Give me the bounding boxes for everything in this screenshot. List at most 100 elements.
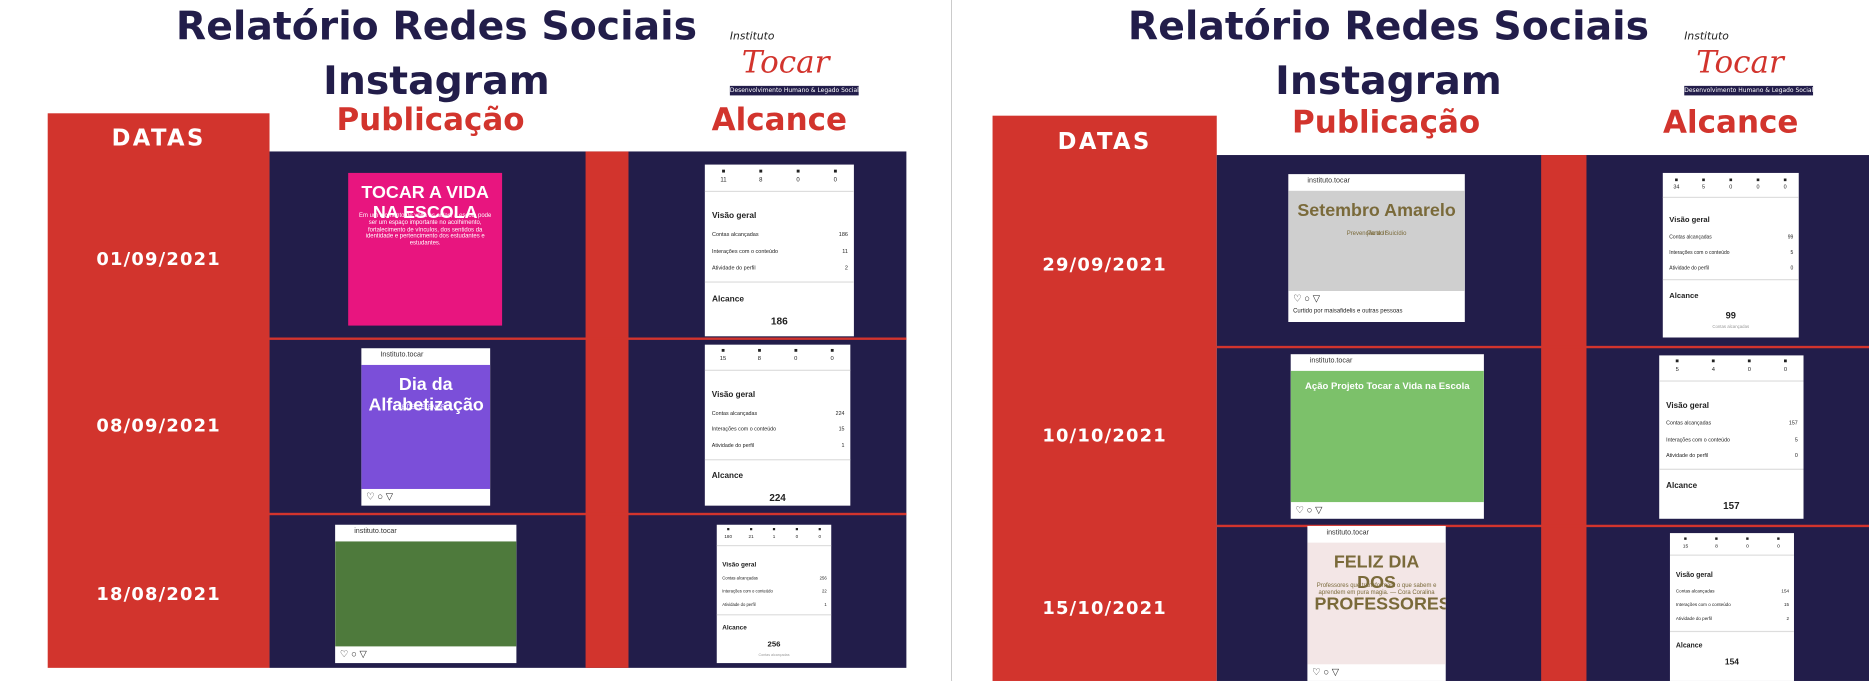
insight-stat: 15 bbox=[719, 356, 727, 363]
metric-label: Contas alcançadas bbox=[1675, 588, 1715, 594]
metric-label: Atividade do perfil bbox=[1669, 264, 1710, 271]
metric-value: 2 bbox=[844, 264, 848, 271]
card-divider bbox=[1659, 380, 1804, 382]
insight-icon: ■ bbox=[1683, 536, 1687, 543]
insight-stat: 8 bbox=[1715, 543, 1718, 549]
post-account: instituto.tocar bbox=[1307, 177, 1350, 185]
insight-stat: 0 bbox=[830, 356, 834, 363]
insight-icon: ■ bbox=[1783, 176, 1787, 183]
post-picture: Ação Projeto Tocar a Vida na Escola bbox=[1290, 370, 1484, 503]
metric-label: Interações com o conteúdo bbox=[1669, 249, 1730, 256]
row-separator bbox=[1216, 524, 1869, 528]
insight-icon: ■ bbox=[795, 527, 799, 533]
card-divider bbox=[1662, 196, 1799, 199]
metric-value: 99 bbox=[1787, 233, 1794, 240]
date: 01/09/2021 bbox=[96, 248, 221, 270]
insight-icon: ■ bbox=[726, 527, 730, 533]
report-title: Relatório Redes Sociais bbox=[175, 2, 698, 49]
row-separator bbox=[269, 337, 907, 340]
reach-label: Alcance bbox=[722, 625, 747, 633]
metric-value: 5 bbox=[1794, 436, 1798, 443]
insight-stat: 5 bbox=[1702, 183, 1706, 190]
insight-icon: ■ bbox=[1701, 176, 1706, 183]
post-text: Dia da Alfabetização bbox=[368, 374, 484, 416]
reach-label: Alcance bbox=[711, 295, 745, 305]
metric-value: 1 bbox=[824, 601, 827, 607]
post-text: Setembro Amarelo bbox=[1297, 200, 1456, 221]
post-image: TOCAR A VIDA NA ESCOLA Em um momento de v… bbox=[348, 172, 503, 326]
metric-value: 0 bbox=[1794, 452, 1798, 459]
overview-label: Visão geral bbox=[1675, 572, 1713, 580]
date: 29/09/2021 bbox=[1042, 254, 1167, 276]
insight-icon: ■ bbox=[758, 168, 763, 176]
post-image: instituto.tocar ♡ ○ ▽ bbox=[335, 524, 517, 664]
insight-icon: ■ bbox=[1747, 358, 1752, 365]
post-image: instituto.tocar FELIZ DIA DOS PROFESSORES… bbox=[1307, 525, 1446, 681]
post-picture: TOCAR A VIDA NA ESCOLA Em um momento de v… bbox=[348, 172, 503, 326]
overview-label: Visão geral bbox=[1666, 401, 1710, 410]
insight-icon: ■ bbox=[818, 527, 822, 533]
insight-stat: 0 bbox=[1783, 366, 1788, 373]
card-divider bbox=[704, 370, 851, 372]
insight-stat: 34 bbox=[1673, 183, 1680, 190]
post-actions: ♡ ○ ▽ bbox=[1293, 293, 1321, 305]
report-subtitle: Instagram bbox=[1275, 57, 1502, 104]
post-text: FELIZ DIA DOS PROFESSORES bbox=[1314, 552, 1446, 614]
reach-label: Alcance bbox=[711, 472, 744, 482]
post-picture: Dia da Alfabetização 8 DE SETEMBRO bbox=[361, 364, 491, 489]
insights-card: 11 ■ 8 ■ 0 ■ 0 ■ Visão geral Contas alcançadas 186… bbox=[704, 164, 854, 337]
insight-stat: 0 bbox=[1783, 183, 1787, 190]
metric-value: 1 bbox=[841, 442, 845, 449]
post-picture: Setembro Amarelo Prevenção do Suicídio Par… bbox=[1288, 190, 1465, 291]
metric-label: Interações com o conteúdo bbox=[711, 426, 777, 433]
metric-label: Interações com o conteúdo bbox=[1675, 602, 1731, 608]
insight-stat: 180 bbox=[724, 533, 732, 539]
insight-icon: ■ bbox=[1745, 536, 1749, 543]
report-panel: Relatório Redes Sociais Instagram Institut… bbox=[952, 0, 1869, 681]
dates-column bbox=[47, 113, 270, 668]
metric-label: Contas alcançadas bbox=[711, 409, 758, 416]
reach-value: 256 bbox=[767, 640, 781, 649]
dates-column bbox=[992, 115, 1217, 681]
reach-value: 99 bbox=[1725, 309, 1736, 321]
insight-icon: ■ bbox=[1711, 358, 1716, 365]
date: 08/09/2021 bbox=[96, 415, 221, 437]
insight-stat: 8 bbox=[759, 176, 763, 184]
metric-label: Atividade do perfil bbox=[722, 601, 756, 607]
insight-stat: 5 bbox=[1675, 366, 1679, 373]
post-image: instituto.tocar Ação Projeto Tocar a Vida… bbox=[1290, 354, 1484, 519]
insight-icon: ■ bbox=[830, 348, 834, 355]
metric-value: 154 bbox=[1781, 588, 1790, 594]
reach-label: Alcance bbox=[1669, 292, 1699, 301]
logo: Instituto Tocar Desenvolvimento Humano & L… bbox=[1684, 10, 1815, 98]
post-account: Instituto.tocar bbox=[380, 351, 424, 359]
reach-footnote: Contas alcançadas bbox=[1712, 324, 1750, 329]
date: 10/10/2021 bbox=[1042, 424, 1167, 447]
metric-value: 0 bbox=[1790, 264, 1794, 271]
logo-tagline: Desenvolvimento Humano & Legado Social bbox=[729, 85, 859, 96]
metric-value: 256 bbox=[819, 576, 827, 581]
insight-stat: 0 bbox=[1746, 543, 1749, 549]
metric-label: Atividade do perfil bbox=[711, 442, 755, 449]
metric-label: Atividade do perfil bbox=[1675, 616, 1713, 622]
metric-value: 157 bbox=[1788, 420, 1798, 427]
card-divider bbox=[1669, 554, 1794, 557]
insight-stat: 21 bbox=[748, 533, 754, 539]
metric-value: 2 bbox=[1786, 616, 1790, 622]
card-divider bbox=[716, 544, 832, 547]
post-text: 8 DE SETEMBRO bbox=[401, 404, 450, 412]
insight-icon: ■ bbox=[1714, 536, 1718, 543]
metric-label: Atividade do perfil bbox=[1666, 452, 1709, 459]
insights-card: 15 ■ 8 ■ 0 ■ 0 ■ Visão geral Contas alcançadas 154… bbox=[1669, 533, 1794, 681]
post-text: Em um momento de volta às aulas, a escol… bbox=[359, 212, 492, 247]
post-text: Professores que transformam o que sabem … bbox=[1316, 581, 1437, 597]
report-title: Relatório Redes Sociais bbox=[1127, 2, 1650, 49]
post-actions: ♡ ○ ▽ bbox=[1312, 666, 1340, 678]
publication-header: Publicação bbox=[336, 102, 525, 139]
post-account: instituto.tocar bbox=[1309, 357, 1353, 365]
metric-label: Contas alcançadas bbox=[722, 576, 758, 581]
post-actions: ♡ ○ ▽ bbox=[339, 648, 367, 660]
insight-stat: 0 bbox=[833, 176, 837, 184]
overview-label: Visão geral bbox=[711, 391, 756, 400]
